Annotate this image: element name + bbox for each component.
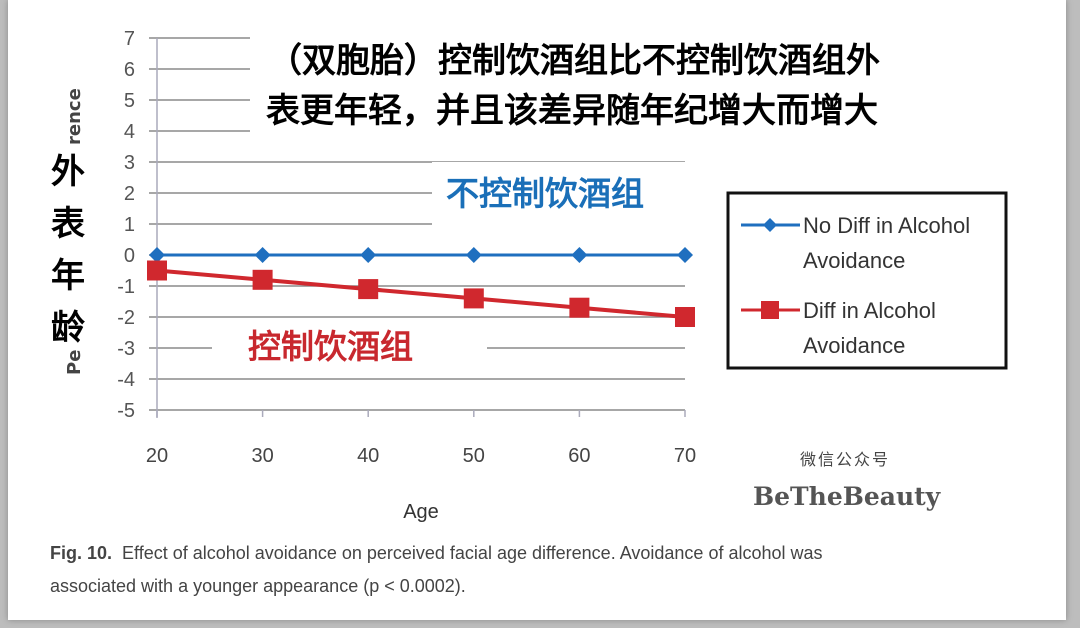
x-tick-label: 40 — [357, 445, 379, 467]
x-tick-label: 50 — [463, 445, 485, 467]
data-point-diamond — [465, 247, 482, 263]
data-point-square — [675, 307, 695, 327]
y-axis-label-cn: 龄 — [51, 308, 85, 348]
y-tick-label: -2 — [117, 307, 135, 329]
x-tick-label: 20 — [146, 445, 168, 467]
y-tick-label: -4 — [117, 369, 135, 391]
caption-line-1: Fig. 10. Effect of alcohol avoidance on … — [50, 543, 823, 564]
annotation-backdrop — [212, 322, 487, 372]
series-line — [156, 268, 686, 319]
data-point-diamond — [571, 247, 588, 263]
data-point-diamond — [254, 247, 271, 263]
legend-marker-square — [761, 301, 779, 319]
annotation-title: （双胞胎）控制饮酒组比不控制饮酒组外 — [268, 41, 880, 81]
legend-label: Diff in Alcohol — [803, 298, 936, 323]
annotation-blue-label: 不控制饮酒组 — [446, 174, 644, 213]
y-tick-label: 3 — [124, 152, 135, 174]
y-axis-label-cn: 外 — [51, 152, 85, 192]
data-point-square — [252, 269, 273, 290]
legend-label: No Diff in Alcohol — [803, 213, 970, 238]
y-axis-label-fragment: rence — [64, 88, 85, 145]
y-tick-label: 4 — [124, 121, 135, 143]
legend-box — [726, 191, 1008, 370]
legend-label: Avoidance — [803, 248, 905, 273]
data-point-diamond — [677, 247, 693, 263]
x-tick-label: 30 — [251, 445, 273, 467]
data-point-diamond — [360, 247, 377, 263]
caption-line-2: associated with a younger appearance (p … — [50, 576, 466, 596]
x-tick-label: 70 — [674, 445, 696, 467]
watermark-wechat: 微信公众号 — [800, 450, 891, 469]
x-axis-label: Age — [403, 501, 439, 523]
y-axis-label-cn: 年 — [51, 256, 85, 296]
y-tick-label: 0 — [124, 245, 135, 267]
data-point-diamond — [149, 247, 165, 263]
y-tick-label: 2 — [124, 183, 135, 205]
annotation-title: 表更年轻，并且该差异随年纪增大而增大 — [266, 91, 878, 131]
y-tick-label: 6 — [124, 59, 135, 81]
caption-text-1: Effect of alcohol avoidance on perceived… — [122, 543, 823, 563]
y-tick-label: -5 — [117, 400, 135, 422]
y-tick-label: 5 — [124, 90, 135, 112]
annotation-backdrop — [250, 28, 1010, 136]
y-tick-label: -1 — [117, 276, 135, 298]
legend-label: Avoidance — [803, 333, 905, 358]
caption-fig-label: Fig. 10. — [50, 543, 113, 563]
data-point-square — [569, 297, 590, 318]
watermark-brand: BeTheBeauty — [753, 482, 941, 511]
annotation-backdrop — [40, 150, 95, 350]
data-point-square — [463, 288, 484, 309]
y-axis-label-fragment: Pe — [64, 350, 85, 375]
x-tick-label: 60 — [568, 445, 590, 467]
annotation-red-label: 控制饮酒组 — [248, 327, 413, 366]
data-point-square — [147, 260, 167, 281]
data-point-square — [358, 279, 379, 300]
annotation-backdrop — [432, 162, 694, 232]
y-axis-label-cn: 表 — [51, 204, 85, 244]
legend-marker-diamond — [763, 218, 777, 232]
y-tick-label: 1 — [124, 214, 135, 236]
y-tick-label: -3 — [117, 338, 135, 360]
y-tick-label: 7 — [124, 28, 135, 50]
